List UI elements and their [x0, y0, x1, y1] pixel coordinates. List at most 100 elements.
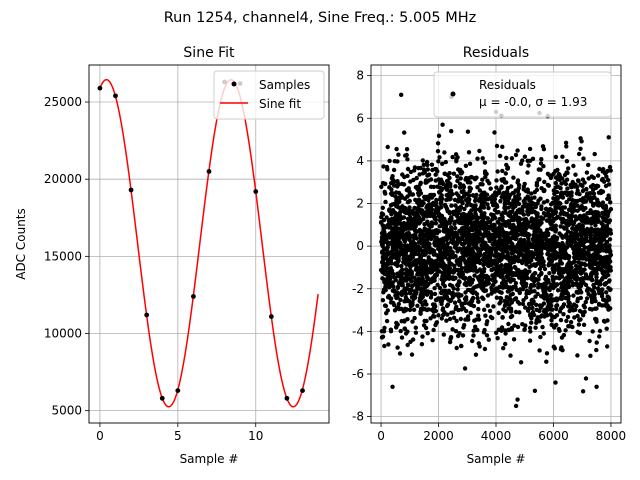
residual-point [587, 276, 592, 281]
residual-point [453, 329, 459, 334]
residual-point [422, 283, 427, 288]
residual-outlier-point [515, 397, 520, 402]
residual-point [470, 338, 475, 344]
residual-point [431, 267, 436, 273]
residual-point [436, 190, 442, 195]
residual-point [472, 234, 477, 240]
residual-point [509, 184, 514, 189]
residual-point [483, 313, 488, 318]
residual-point [536, 198, 541, 203]
residual-point [538, 167, 543, 172]
residual-point [473, 243, 479, 249]
residual-point [482, 307, 487, 312]
residual-point [394, 204, 399, 209]
residual-point [589, 174, 594, 179]
residual-point [505, 185, 511, 191]
residual-point [570, 179, 575, 185]
residual-point [434, 320, 440, 325]
residual-point [441, 312, 446, 318]
residual-point [436, 177, 441, 182]
residual-point [440, 240, 446, 245]
residual-point [441, 276, 446, 281]
residual-point [486, 337, 491, 342]
residual-point [572, 251, 577, 256]
residual-point [607, 237, 613, 242]
residual-point [603, 226, 608, 231]
residuals-y-tick-label: 2 [356, 197, 364, 211]
residual-point [458, 220, 463, 225]
residual-point [458, 205, 464, 210]
residual-point [529, 320, 534, 325]
residual-point [539, 206, 544, 212]
residual-point [528, 313, 533, 318]
residual-point [424, 232, 430, 237]
residual-point [406, 299, 412, 304]
residual-point [572, 315, 577, 320]
residual-point [569, 208, 574, 213]
residual-point [401, 276, 406, 281]
residual-point [461, 225, 466, 231]
residual-point [381, 256, 386, 261]
residual-point [428, 280, 434, 285]
residual-point [569, 219, 574, 224]
residual-point [566, 274, 571, 279]
residuals-title: Residuals [463, 45, 529, 61]
residual-point [526, 163, 531, 168]
residual-point [476, 306, 481, 312]
residual-point [429, 292, 434, 297]
residual-point [505, 289, 510, 294]
residual-point [424, 159, 430, 165]
residual-point [406, 283, 411, 288]
residual-point [600, 222, 605, 227]
residual-point [381, 263, 386, 269]
residual-point [392, 275, 397, 280]
residual-point [462, 300, 468, 306]
residual-point [596, 200, 601, 205]
residual-point [409, 352, 415, 357]
residual-point [595, 173, 601, 178]
residual-point [433, 297, 439, 303]
residual-point [570, 283, 575, 288]
residual-point [600, 200, 606, 205]
residual-point [575, 252, 581, 257]
residuals-y-tick-label: -8 [352, 410, 364, 424]
residual-point [428, 213, 433, 219]
residual-point [507, 244, 512, 249]
residual-point [444, 318, 449, 323]
residual-point [453, 152, 459, 157]
residual-point [405, 223, 411, 228]
residual-point [562, 226, 567, 231]
residual-point [465, 129, 471, 134]
residual-point [517, 207, 522, 212]
residual-point [604, 244, 609, 250]
residual-point [545, 307, 551, 312]
residual-point [459, 236, 465, 242]
residual-point [500, 222, 505, 227]
residuals-y-tick-label: 8 [356, 69, 364, 83]
residual-point [498, 257, 503, 262]
residual-point [399, 290, 404, 295]
residual-point [391, 272, 396, 277]
residual-point [420, 208, 425, 213]
residual-point [536, 254, 541, 259]
residual-point [469, 214, 474, 219]
residual-point [425, 289, 431, 294]
residual-point [494, 178, 499, 183]
residual-point [581, 156, 586, 161]
residual-point [582, 305, 587, 310]
residual-point [572, 276, 578, 281]
residual-point [434, 197, 439, 203]
residual-point [513, 236, 518, 242]
residual-point [456, 167, 461, 172]
residuals-y-tick-label: -2 [352, 282, 364, 296]
residual-point [451, 310, 456, 315]
residual-point [470, 193, 476, 198]
residual-point [565, 170, 570, 176]
residual-point [584, 296, 590, 301]
residual-point [587, 257, 592, 262]
residual-point [549, 313, 555, 319]
residuals-x-tick-label: 0 [377, 429, 385, 443]
residual-point [492, 240, 497, 245]
residual-point [440, 122, 445, 127]
residual-point [494, 185, 499, 190]
